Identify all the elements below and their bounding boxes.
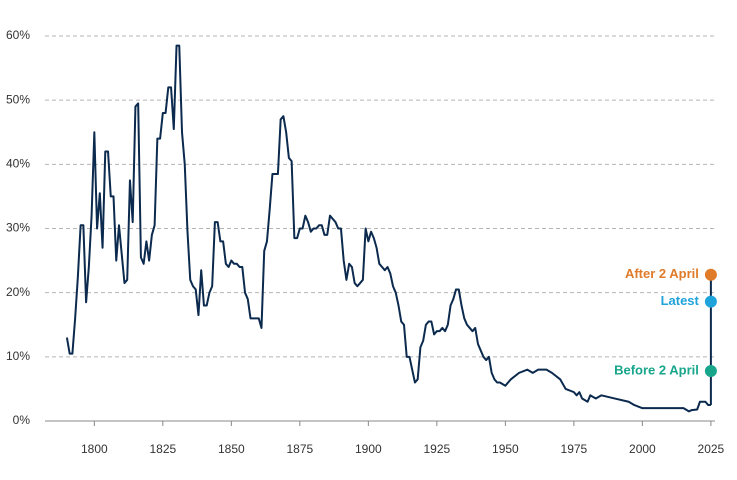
y-tick-label: 60% [6, 28, 30, 42]
y-tick-label: 30% [6, 221, 30, 235]
x-tick-label: 1950 [492, 442, 519, 456]
y-tick-label: 0% [13, 413, 31, 427]
marker [704, 295, 717, 308]
x-tick-label: 1975 [561, 442, 588, 456]
marker [704, 268, 717, 281]
x-tick-label: 1925 [424, 442, 451, 456]
x-tick-label: 1825 [149, 442, 176, 456]
marker-label: Latest [661, 293, 700, 308]
y-tick-label: 40% [6, 157, 30, 171]
x-tick-label: 1850 [218, 442, 245, 456]
line [65, 44, 711, 413]
x-tick-label: 1900 [355, 442, 382, 456]
x-tick-label: 2000 [629, 442, 656, 456]
y-tick-label: 20% [6, 285, 30, 299]
y-tick-label: 10% [6, 349, 30, 363]
x-tick-label: 2025 [698, 442, 725, 456]
y-tick-label: 50% [6, 92, 30, 106]
x-tick-label: 1800 [81, 442, 108, 456]
marker [704, 364, 717, 377]
marker-label: After 2 April [625, 266, 699, 281]
x-tick-label: 1875 [286, 442, 313, 456]
marker-label: Before 2 April [614, 362, 699, 377]
